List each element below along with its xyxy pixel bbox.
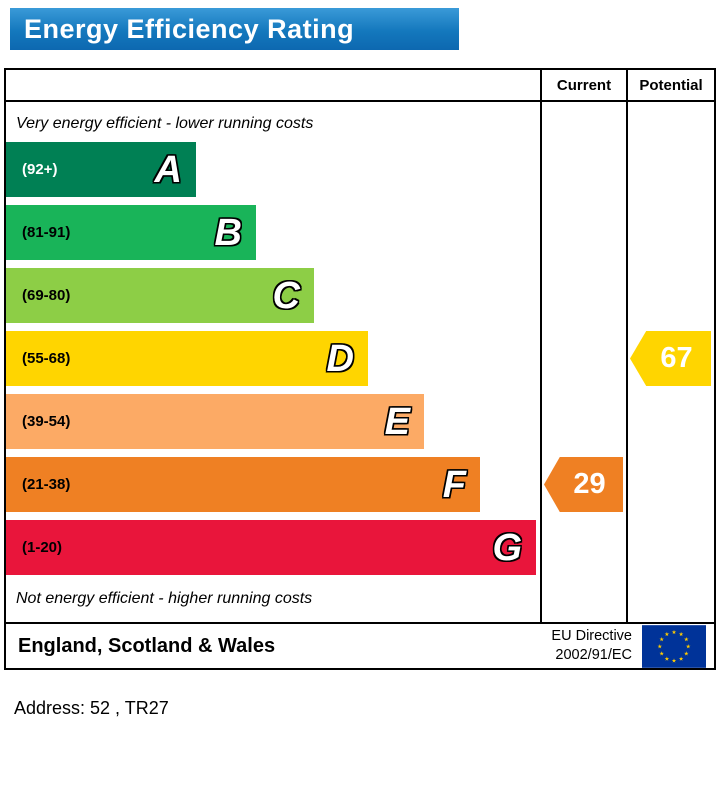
band-a-bar: (92+) A	[6, 142, 196, 197]
top-note: Very energy efficient - lower running co…	[16, 115, 314, 132]
band-g-letter: G	[492, 526, 522, 569]
band-b-letter: B	[214, 211, 242, 254]
band-g-range-label: (1-20)	[22, 539, 63, 556]
current-column-header: Current	[540, 70, 626, 102]
band-e-bar: (39-54) E	[6, 394, 424, 449]
potential-column: 67	[626, 102, 714, 622]
band-b-range-label: (81-91)	[22, 224, 71, 241]
energy-efficiency-chart: Current Potential Very energy efficient …	[4, 68, 716, 670]
band-c-letter: C	[272, 274, 300, 317]
eu-directive-label: EU Directive 2002/91/EC	[551, 627, 632, 665]
band-g-bar: (1-20) G	[6, 520, 536, 575]
chart-footer: England, Scotland & Wales EU Directive 2…	[6, 622, 714, 668]
band-c-bar: (69-80) C	[6, 268, 314, 323]
bottom-note: Not energy efficient - higher running co…	[16, 590, 313, 607]
band-a-letter: A	[154, 148, 182, 191]
eu-directive-line2: 2002/91/EC	[555, 647, 632, 663]
page-title: Energy Efficiency Rating	[24, 13, 355, 44]
potential-rating-value: 67	[660, 342, 693, 374]
band-f-letter: F	[442, 463, 466, 506]
current-column: 29	[540, 102, 626, 622]
band-f-range-label: (21-38)	[22, 476, 71, 493]
band-f-bar: (21-38) F	[6, 457, 480, 512]
eu-directive-line1: EU Directive	[551, 628, 632, 645]
band-e-range-label: (39-54)	[22, 413, 71, 430]
address-line: Address: 52 , TR27	[14, 698, 169, 718]
band-a-range-label: (92+)	[22, 161, 58, 178]
band-c-range-label: (69-80)	[22, 287, 71, 304]
band-d-letter: D	[326, 337, 354, 380]
rating-bars: (92+) A (81-91) B (69-80) C (55-68) D	[6, 142, 540, 575]
band-b-bar: (81-91) B	[6, 205, 256, 260]
band-d-bar: (55-68) D	[6, 331, 368, 386]
region-label: England, Scotland & Wales	[18, 634, 276, 657]
header-spacer	[6, 70, 540, 102]
potential-column-header: Potential	[626, 70, 714, 102]
band-e-letter: E	[384, 400, 410, 443]
potential-rating-pointer: 67	[630, 331, 711, 386]
eu-flag-icon	[642, 624, 706, 668]
current-rating-pointer: 29	[544, 457, 623, 512]
current-rating-value: 29	[573, 468, 606, 500]
bands-area: Very energy efficient - lower running co…	[6, 102, 540, 622]
chart-title-banner: Energy Efficiency Rating	[10, 8, 459, 50]
chart-grid: Current Potential Very energy efficient …	[6, 70, 714, 622]
band-d-range-label: (55-68)	[22, 350, 71, 367]
